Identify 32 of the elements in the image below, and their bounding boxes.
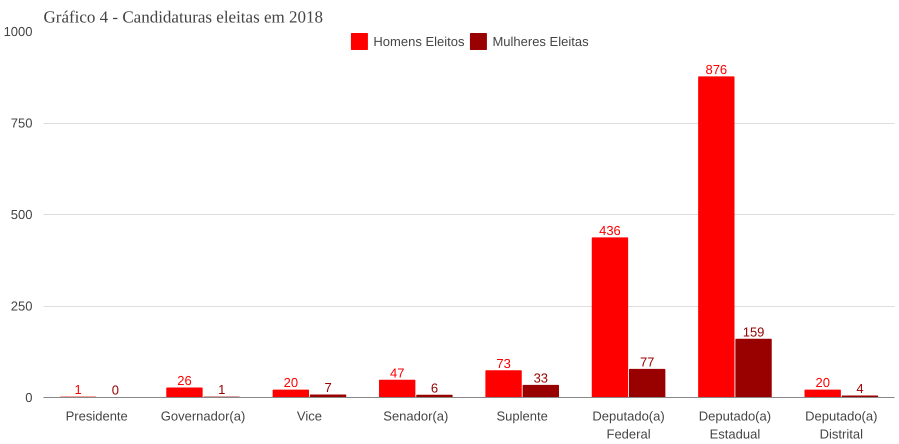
data-label: 1 (74, 382, 82, 398)
y-tick-label: 0 (25, 390, 33, 405)
x-tick-label: Vice (296, 408, 322, 424)
x-tick-label: Presidente (66, 408, 128, 424)
chart-title: Gráfico 4 - Candidaturas eleitas em 2018 (44, 8, 323, 26)
data-label: 20 (815, 375, 830, 390)
x-tick-label: Deputado(a) Distrital (805, 408, 878, 442)
data-label: 20 (284, 375, 298, 390)
x-tick-label: Deputado(a) Federal (592, 408, 665, 442)
data-label: 1 (218, 382, 226, 398)
y-tick-label: 500 (10, 207, 33, 222)
data-label: 73 (496, 356, 511, 371)
data-label: 6 (430, 380, 438, 396)
x-tick-label: Governador(a) (160, 408, 246, 424)
data-label: 33 (534, 370, 548, 386)
data-label: 0 (112, 382, 119, 398)
legend-label: Homens Eleitos (373, 34, 464, 48)
data-label: 876 (705, 62, 728, 77)
x-tick-label: Senador(a) (383, 408, 448, 424)
data-label: 159 (742, 324, 764, 340)
data-label: 4 (856, 381, 864, 396)
data-label: 436 (599, 222, 621, 238)
data-label: 47 (390, 365, 404, 380)
y-tick-label: 250 (10, 298, 33, 314)
data-label: 26 (177, 372, 192, 388)
data-label: 77 (640, 354, 654, 370)
y-tick-label: 1000 (4, 24, 32, 39)
data-label: 7 (324, 380, 332, 395)
x-tick-label: Deputado(a) Estadual (698, 408, 772, 442)
y-tick-label: 750 (10, 116, 33, 130)
x-tick-label: Suplente (496, 408, 548, 424)
legend-label: Mulheres Eleitas (492, 34, 589, 48)
